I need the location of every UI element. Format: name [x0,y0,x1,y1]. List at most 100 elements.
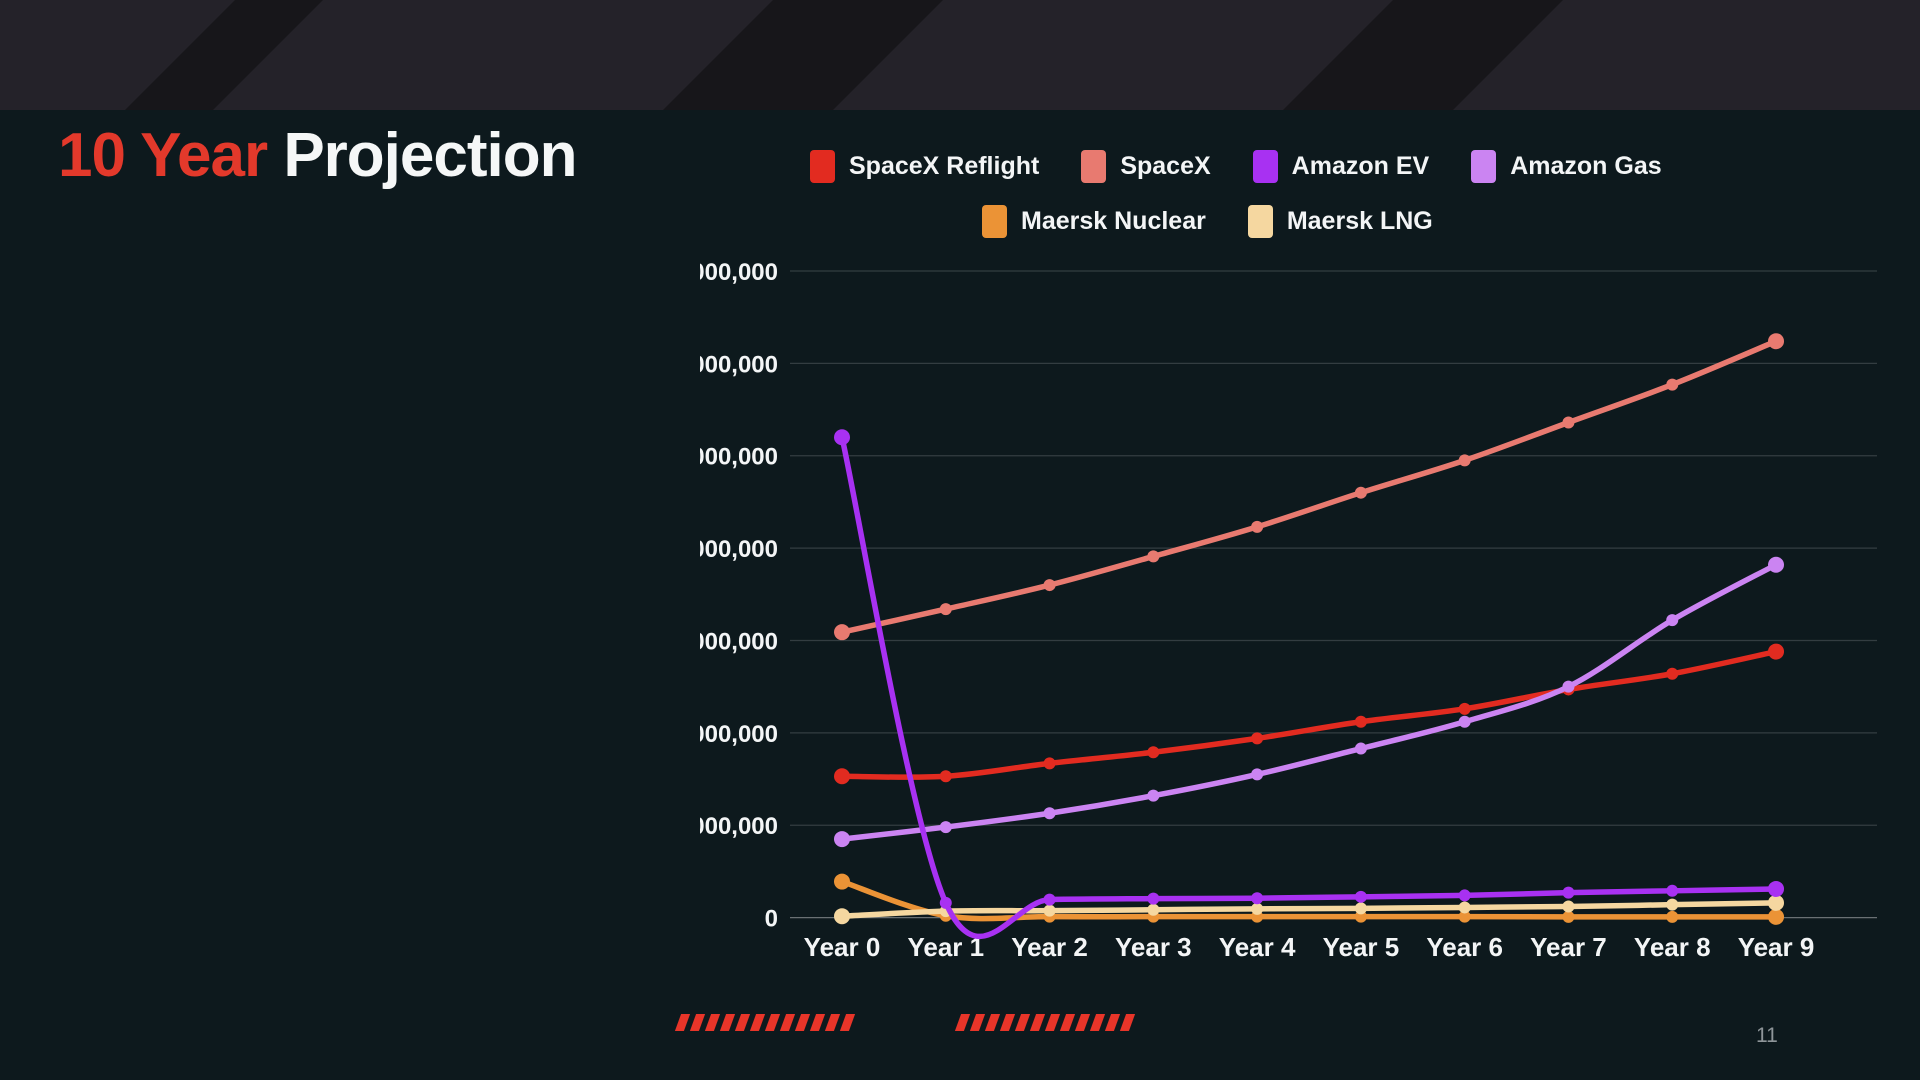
legend-label: Maersk Nuclear [1021,207,1206,235]
footer-dash [984,1014,1001,1031]
data-point [1562,900,1575,913]
projection-chart-svg: 0 1,000,000,000 2,000,000,000 3,000,000,000… [625,259,1877,962]
footer-dash [764,1014,781,1031]
data-point [939,603,952,616]
series-line-amazon-gas [839,561,1779,842]
legend-item-amazon-ev: Amazon EV [1252,150,1430,183]
legend-row-1: SpaceX Reflight SpaceX Amazon EV Amazon Gas [810,150,1662,183]
footer-dash [839,1014,856,1031]
data-point [1147,892,1160,905]
legend-label: SpaceX Reflight [849,152,1040,180]
data-point [1354,902,1367,915]
legend-item-maersk-lng: Maersk LNG [1247,205,1433,238]
data-point [1251,768,1264,781]
series-line-spacex [839,338,1779,635]
data-point [1147,903,1160,916]
data-point [939,896,952,909]
x-axis-tick-label: Year 6 [1426,932,1503,962]
data-point [1147,746,1160,759]
data-point [1251,892,1264,905]
footer-dash [1059,1014,1076,1031]
data-point [1768,894,1785,911]
footer-dash [749,1014,766,1031]
footer-dash [1119,1014,1136,1031]
data-point [1458,910,1471,923]
footer-dash [779,1014,796,1031]
footer-dash [954,1014,971,1031]
top-banner [0,0,1920,110]
x-axis-tick-label: Year 7 [1530,932,1607,962]
y-axis-tick-label: 5,000,000,000 [700,444,778,471]
data-point [1251,732,1264,745]
data-point [1768,333,1785,350]
x-axis-tick-label: Year 3 [1115,932,1192,962]
data-point [1043,757,1056,770]
data-point [1251,902,1264,915]
x-axis-tick-label: Year 4 [1219,932,1296,962]
footer-dash-group-right [954,1014,1136,1031]
footer-dash [689,1014,706,1031]
y-axis-tick-label: 7,000,000,000 [700,259,778,286]
data-point [1147,550,1160,563]
legend-swatch [1081,150,1107,183]
legend-swatch [1252,150,1278,183]
footer-dash [1074,1014,1091,1031]
footer-dash [1104,1014,1121,1031]
data-point [939,821,952,834]
legend-item-maersk-nuclear: Maersk Nuclear [982,205,1206,238]
footer-dash [1044,1014,1061,1031]
data-point [1354,715,1367,728]
data-point [1354,742,1367,755]
footer-dash [734,1014,751,1031]
banner-stripe-shape [821,0,1405,110]
footer-dash [999,1014,1016,1031]
y-axis-tick-label: 3,000,000,000 [700,628,778,655]
data-point [1768,908,1785,925]
data-point [1666,884,1679,897]
legend-item-spacex: SpaceX [1081,150,1211,183]
footer-dash [1014,1014,1031,1031]
data-point [834,873,850,890]
footer-dash [969,1014,986,1031]
page-title-rest: Projection [267,121,577,190]
y-axis-tick-label: 4,000,000,000 [700,536,778,563]
footer-dash [1029,1014,1046,1031]
footer-dash [824,1014,841,1031]
y-axis-tick-label: 2,000,000,000 [700,721,778,748]
footer-dash-group-left [674,1014,856,1031]
data-point [1666,898,1679,911]
footer-dash [1089,1014,1106,1031]
x-axis-tick-label: Year 2 [1011,932,1088,962]
data-point [1666,667,1679,680]
data-point [834,768,850,785]
page-title: 10 Year Projection [58,120,577,191]
legend-label: SpaceX [1120,152,1211,180]
legend-label: Amazon Gas [1510,152,1662,180]
legend-swatch [1471,150,1497,183]
page-title-highlight: 10 Year [58,121,268,190]
data-point [1043,807,1056,820]
data-point [1458,702,1471,715]
data-point [1666,378,1679,391]
data-point [834,831,850,848]
x-axis-tick-label: Year 5 [1323,932,1400,962]
data-point [1458,715,1471,728]
y-axis-tick-label: 1,000,000,000 [700,813,778,840]
banner-stripe-shape [1441,0,1920,110]
x-axis-tick-label: Year 8 [1634,932,1711,962]
data-point [1251,520,1264,533]
y-axis-tick-label: 6,000,000,000 [700,351,778,378]
legend-swatch [1247,205,1273,238]
data-point [1562,910,1575,923]
data-point [834,908,850,925]
series-line-spacex-reflight [839,648,1779,780]
data-point [1458,889,1471,902]
data-point [939,770,952,783]
legend-label: Amazon EV [1291,152,1430,180]
data-point [1768,880,1785,897]
line-chart: 0 1,000,000,000 2,000,000,000 3,000,000,000… [625,250,1900,990]
footer-dash [674,1014,691,1031]
legend-swatch [810,150,835,183]
x-axis-tick-label: Year 0 [804,932,881,962]
